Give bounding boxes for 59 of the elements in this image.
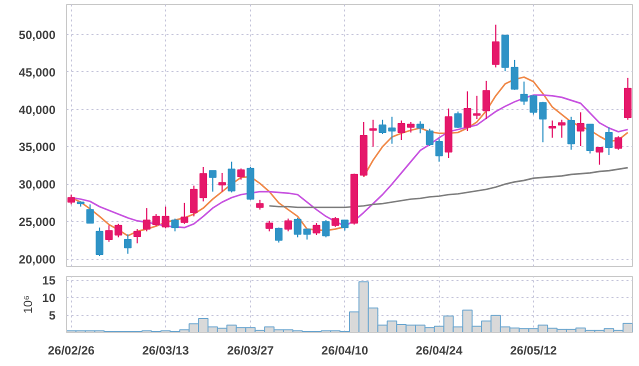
x-tick-label: 26/04/24 [416,344,463,358]
candlestick [435,138,443,162]
candlestick [256,199,264,210]
candlestick [237,168,245,180]
y-tick-label: 15 [42,274,56,288]
candlestick [180,202,188,224]
y-tick-label: 45,000 [18,65,56,80]
y-tick-label: 50,000 [18,28,56,42]
candlestick [322,219,330,238]
candlestick [510,59,518,90]
x-tick-label: 26/03/27 [227,344,274,358]
x-tick-label: 26/03/13 [142,344,190,358]
candlestick [558,119,566,138]
candlestick [492,24,500,68]
candlestick [614,136,622,150]
y-tick-label: 10 [42,291,56,305]
candlestick [228,161,236,193]
y-tick-label: 20,000 [18,252,56,267]
candlestick [208,170,217,192]
y-axis-title: 10⁶ [21,295,36,314]
candlestick [340,219,349,232]
y-tick-label: 5 [48,308,56,322]
candlestick [596,146,604,166]
candlestick [548,120,556,138]
candlestick [190,185,198,217]
candlestick [284,218,292,232]
candlestick [482,80,490,120]
candlestick [454,110,462,129]
candlestick [266,220,274,232]
candlestick [332,216,340,228]
candlestick [576,112,584,147]
candlestick [124,234,132,254]
candlestick [199,166,208,202]
y-tick-label: 35,000 [18,140,56,154]
candlestick [464,90,472,132]
candlestick [274,226,283,244]
y-tick-label: 25,000 [18,215,56,230]
candlestick [133,228,142,244]
candlestick [426,128,434,147]
y-tick-label: 30,000 [18,178,56,192]
x-tick-label: 26/04/10 [321,344,368,358]
x-tick-label: 26/02/26 [48,344,95,358]
candlestick [567,116,575,150]
candlestick [369,119,377,148]
candlestick [407,121,415,134]
candlestick [96,226,104,257]
candlestick [171,218,179,232]
candlestick [473,95,481,120]
line-series [268,166,629,208]
candlestick [398,120,406,141]
y-tick-label: 40,000 [18,102,56,117]
x-tick-label: 26/05/12 [510,344,558,358]
candlestick [67,194,76,205]
candlestick [312,222,320,236]
candlestick [416,120,424,134]
candlestick [218,172,226,192]
candlestick [142,208,150,232]
candlestick [86,204,94,224]
candlestick [605,126,613,156]
